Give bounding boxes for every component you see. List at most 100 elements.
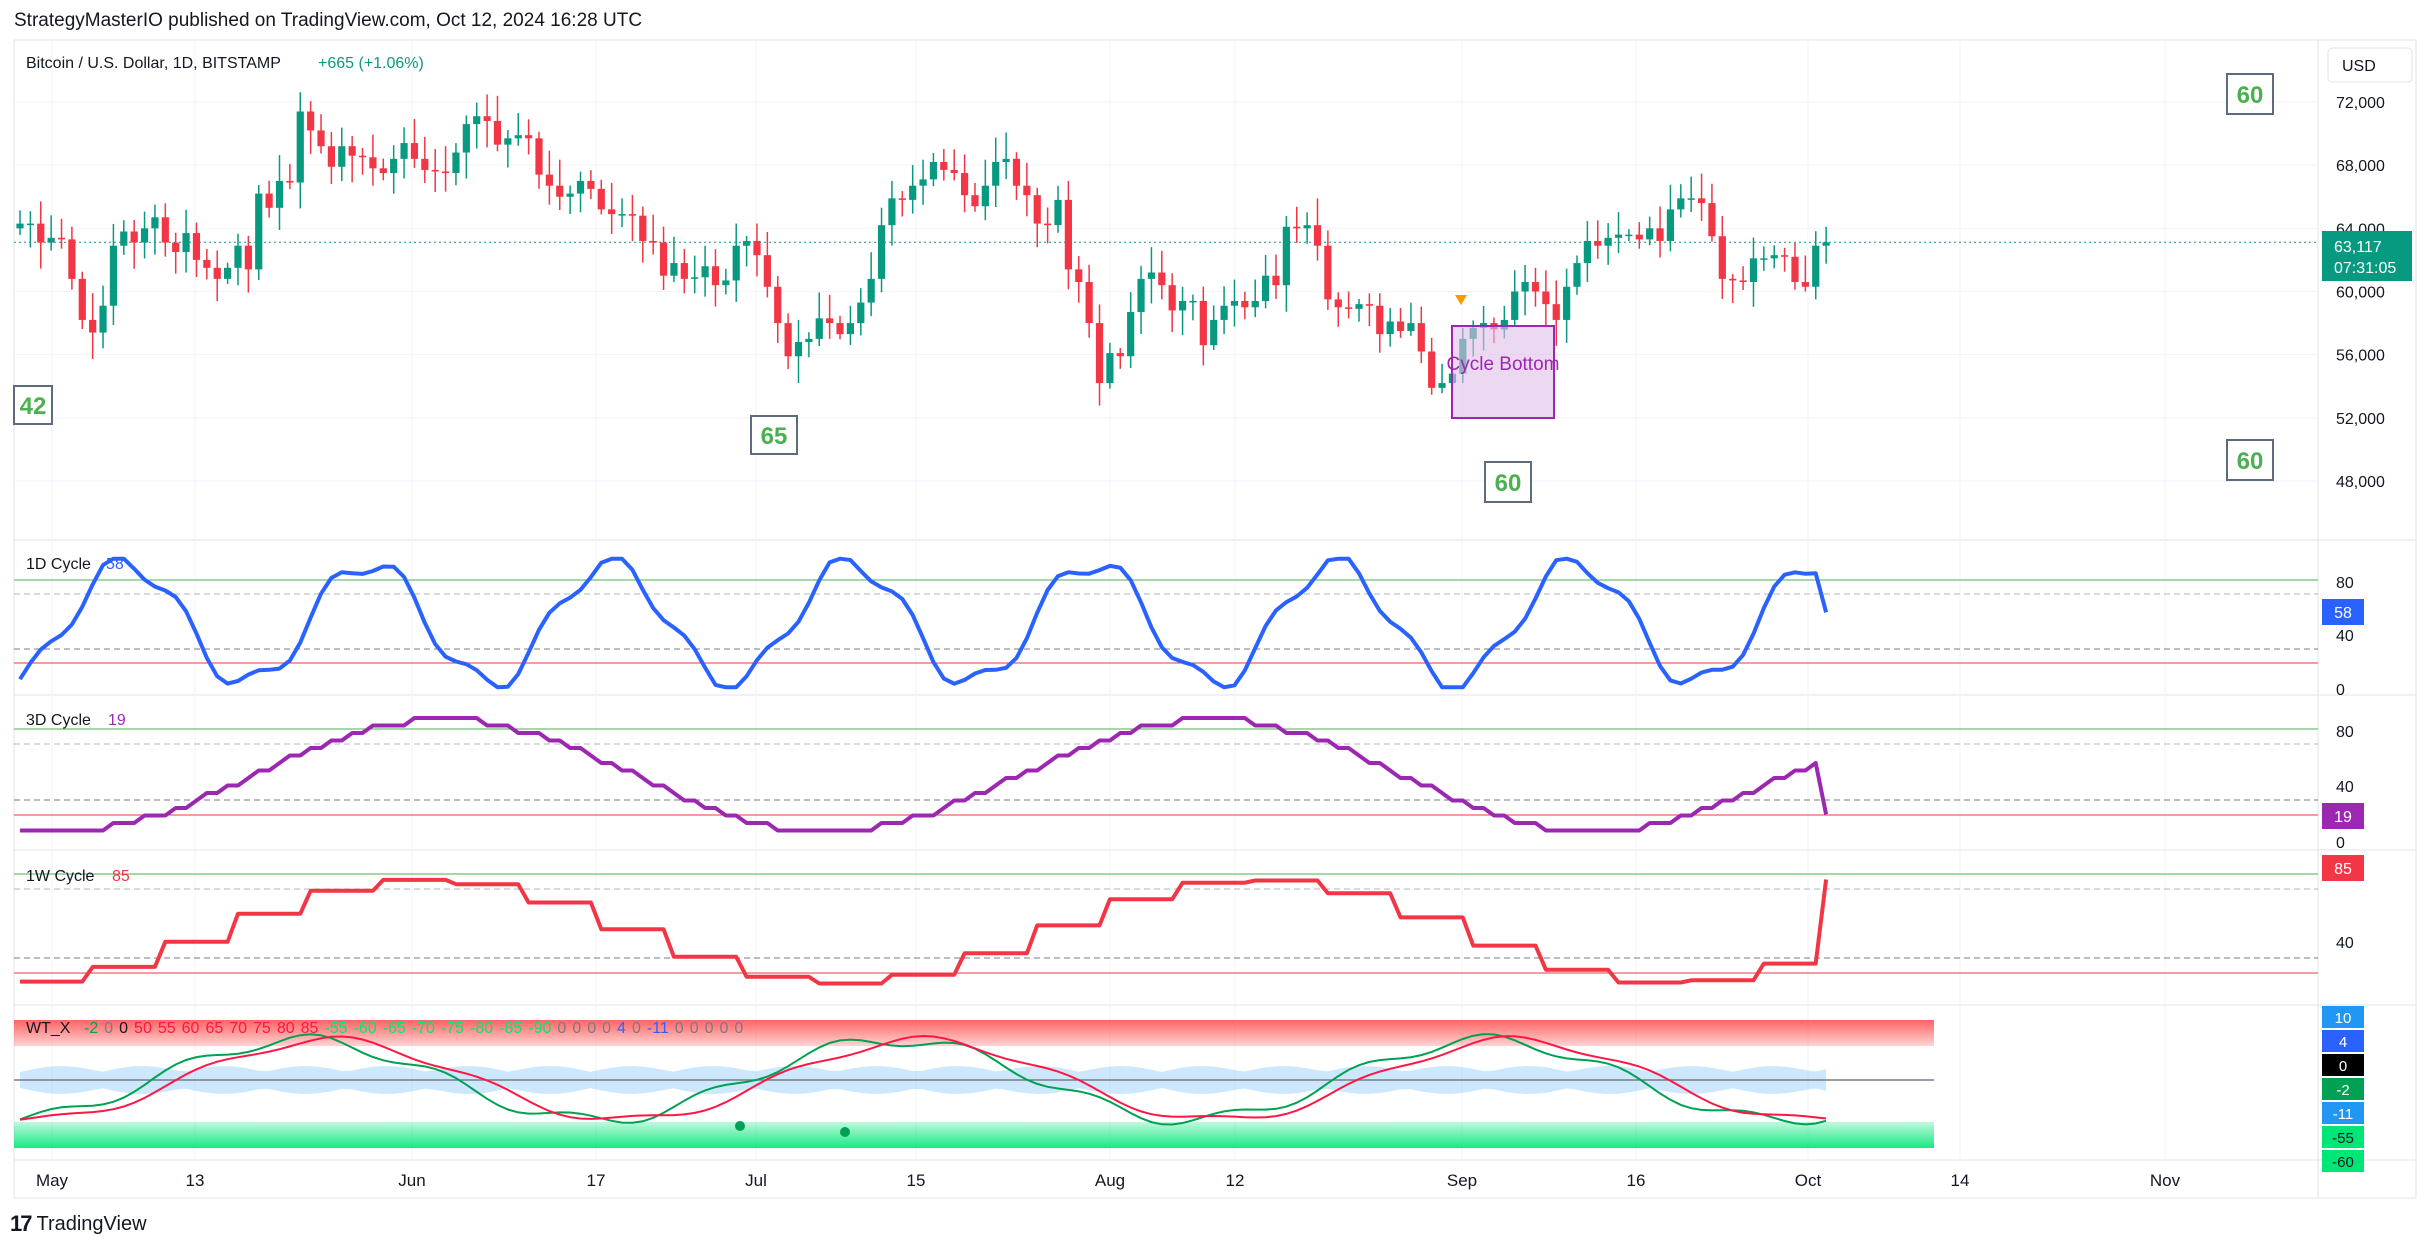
- candle-body: [1334, 299, 1342, 308]
- candle-body: [836, 323, 844, 335]
- candle-body: [224, 267, 232, 279]
- currency-label: USD: [2342, 58, 2376, 75]
- candle-body: [57, 237, 66, 240]
- candle-body: [1230, 300, 1239, 306]
- candle-body: [1241, 300, 1249, 308]
- w1-cycle-line: [20, 877, 1829, 986]
- d3-cycle-line: [20, 716, 1829, 833]
- candle-body: [296, 111, 304, 183]
- candle-body: [940, 162, 948, 170]
- cycle-bottom-box: Cycle Bottom: [1447, 325, 1559, 419]
- candle-body: [1012, 158, 1021, 186]
- candle-body: [1199, 300, 1207, 346]
- time-label: 15: [907, 1171, 926, 1190]
- wt-tag-text: -55: [2332, 1130, 2354, 1147]
- last-price-tag: 63,117 07:31:05: [2322, 231, 2412, 281]
- candle-body: [784, 323, 792, 357]
- candle-body: [1417, 323, 1425, 352]
- candle-body: [78, 278, 86, 320]
- candle-body: [1158, 272, 1166, 286]
- wt-tag-text: 10: [2335, 1010, 2352, 1027]
- candle-body: [774, 286, 782, 324]
- wt-tag: [2322, 1030, 2364, 1052]
- wt-legend-value: -60: [354, 1020, 377, 1037]
- candle-body: [47, 237, 55, 243]
- candle-body: [1749, 258, 1758, 283]
- candle-body: [1355, 304, 1363, 309]
- symbol-title: Bitcoin / U.S. Dollar, 1D, BITSTAMP: [26, 55, 281, 72]
- time-label: Jun: [398, 1171, 425, 1190]
- candle-body: [1023, 185, 1031, 196]
- candle-body: [1739, 280, 1747, 283]
- price-tick: 48,000: [2336, 474, 2385, 491]
- candle-body: [275, 180, 284, 208]
- wt-tag: [2322, 1078, 2364, 1100]
- time-label: Oct: [1795, 1171, 1822, 1190]
- badge-42: 42: [13, 385, 53, 425]
- d3-value-tag-text: 19: [2334, 809, 2352, 826]
- time-label: 13: [186, 1171, 205, 1190]
- candle-body: [1033, 195, 1041, 224]
- wt-legend-value: -55: [324, 1020, 347, 1037]
- candle-body: [1708, 203, 1716, 237]
- price-tick: 60,000: [2336, 285, 2385, 302]
- price-tick: 56,000: [2336, 348, 2385, 365]
- candle-body: [441, 171, 450, 174]
- candle-body: [576, 180, 585, 194]
- candle-body: [400, 143, 408, 159]
- candle-body: [192, 233, 201, 260]
- pane-1d-cycle[interactable]: 1D Cycle 58 80 40 0 58: [14, 556, 2364, 699]
- time-axis[interactable]: May 13 Jun 17 Jul 15 Aug 12 Sep 16 Oct 14 Nov: [36, 1171, 2181, 1190]
- price-scale[interactable]: 72,00068,00064,00060,00056,00052,00048,0…: [2336, 95, 2385, 491]
- candle-body: [711, 266, 720, 286]
- time-label: Jul: [745, 1171, 767, 1190]
- wt-legend-value: -2: [84, 1020, 98, 1037]
- candle-body: [203, 259, 211, 268]
- time-label: Nov: [2150, 1171, 2181, 1190]
- candle-body: [172, 242, 180, 253]
- wt-legend-value: 0: [557, 1020, 566, 1037]
- wt-legend-value: 4: [617, 1020, 626, 1037]
- last-price-value: 63,117: [2334, 239, 2382, 256]
- candle-body: [1677, 198, 1685, 210]
- pane-1w-cycle[interactable]: 1W Cycle 85 40 85: [14, 855, 2364, 986]
- candle-body: [390, 158, 398, 174]
- candle-body: [182, 233, 190, 253]
- candle-body: [628, 214, 637, 216]
- tradingview-brand[interactable]: 17 TradingView: [10, 1211, 147, 1237]
- pane-1d-tick-80: 80: [2336, 575, 2354, 592]
- candle-body: [857, 302, 865, 324]
- candle-body: [1220, 305, 1228, 320]
- candle-body: [722, 280, 730, 286]
- candle-body: [909, 185, 917, 200]
- pane-1d-title: 1D Cycle: [26, 556, 91, 573]
- wt-legend-value: 0: [734, 1020, 743, 1037]
- candle-body: [1438, 383, 1446, 388]
- candle-body: [1542, 291, 1550, 305]
- candle-body: [421, 158, 429, 170]
- currency-button[interactable]: [2327, 47, 2413, 83]
- candle-body: [950, 169, 958, 174]
- wt-legend-value: -85: [499, 1020, 522, 1037]
- wt-legend-value: 0: [572, 1020, 581, 1037]
- pane-3d-cycle[interactable]: 3D Cycle 19 80 40 0 19: [14, 712, 2364, 852]
- wt-legend-value: 0: [587, 1020, 596, 1037]
- pane-3d-tick-0: 0: [2336, 835, 2345, 852]
- wt-legend-value: 0: [720, 1020, 729, 1037]
- candle-body: [1386, 321, 1394, 335]
- candle-body: [1635, 234, 1643, 240]
- pane-frames: [13, 39, 2417, 1199]
- candle-body: [971, 195, 979, 207]
- candle-body: [1511, 291, 1519, 320]
- candle-body: [1137, 278, 1145, 313]
- candle-body: [452, 152, 460, 174]
- time-label: 14: [1951, 1171, 1970, 1190]
- wt-legend-value: 75: [253, 1020, 271, 1037]
- pane-3d-tick-80: 80: [2336, 724, 2354, 741]
- pane-wt-x[interactable]: WT_X -2 0 0 50 55 60 65 70 75 80 85 -55 -60 -65 -70 -75…: [14, 1006, 2364, 1172]
- d1-cycle-line: [18, 556, 1829, 690]
- candle-body: [919, 179, 927, 186]
- candle-body: [1178, 300, 1187, 311]
- pane-1w-tick-40: 40: [2336, 935, 2354, 952]
